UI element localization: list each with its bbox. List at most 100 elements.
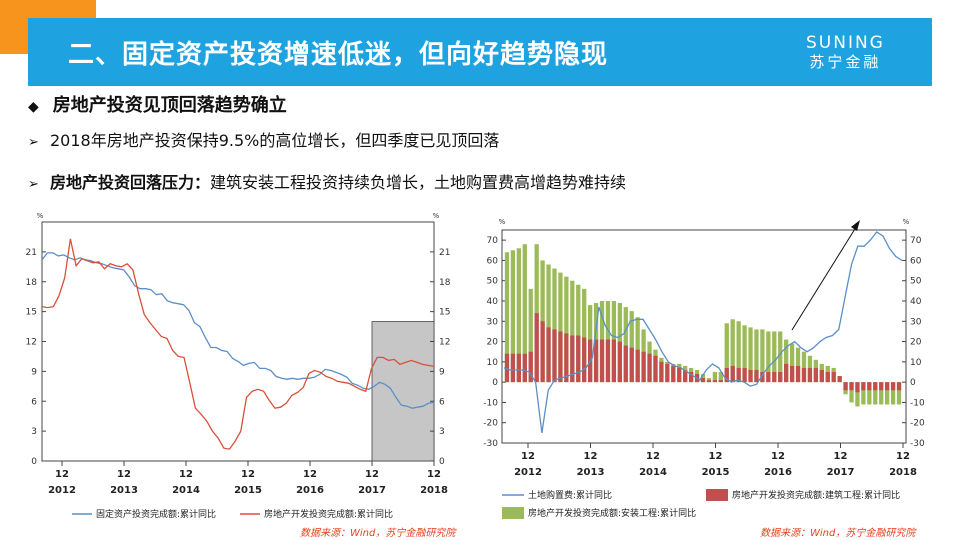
bar-green	[576, 284, 581, 383]
x-tick-month: 12	[584, 451, 598, 462]
bar-green	[849, 382, 854, 403]
logo-english: SUNING	[806, 33, 885, 53]
bar-green	[855, 382, 860, 407]
y-tick-label: 0	[910, 378, 916, 388]
bar-green	[879, 382, 884, 405]
bar-red	[683, 369, 688, 383]
y-tick-label: -20	[483, 419, 498, 429]
bar-green	[540, 260, 545, 383]
bar-green	[522, 244, 527, 383]
x-tick-month: 12	[427, 469, 441, 480]
y-tick-label: 60	[910, 256, 922, 266]
y-tick-label: 12	[26, 338, 37, 348]
arrow-bullet-icon: ➢	[28, 177, 39, 192]
y-tick-label: 3	[439, 427, 445, 437]
bar-green	[730, 319, 735, 383]
bar-red	[873, 382, 878, 391]
bar-green	[861, 382, 866, 405]
x-tick-year: 2016	[764, 467, 792, 478]
y-unit-label: %	[37, 212, 44, 220]
legend-label: 房地产开发投资完成额:安装工程:累计同比	[528, 507, 696, 519]
x-tick-year: 2015	[234, 485, 262, 496]
line-series-2	[41, 238, 435, 450]
y-tick-label: 30	[487, 317, 499, 327]
y-tick-label: 70	[487, 236, 499, 246]
bar-red	[748, 369, 753, 383]
bar-red	[724, 367, 729, 383]
page-title: 二、固定资产投资增速低迷，但向好趋势隐现	[68, 40, 609, 70]
bar-green	[885, 382, 890, 405]
bullet-1-text: 2018年房地产投资保持9.5%的高位增长，但四季度已见顶回落	[50, 131, 500, 150]
bar-red	[772, 372, 777, 383]
bar-red	[665, 363, 670, 383]
x-tick-year: 2014	[639, 467, 667, 478]
title-banner	[28, 18, 932, 86]
y-tick-label: 10	[910, 358, 922, 368]
x-tick-year: 2014	[172, 485, 200, 496]
bar-red	[784, 363, 789, 383]
bar-red	[510, 353, 516, 383]
bar-green	[754, 329, 759, 383]
bar-green	[772, 331, 777, 383]
x-tick-year: 2013	[110, 485, 138, 496]
bar-red	[843, 382, 848, 391]
bar-green	[718, 372, 723, 383]
bar-green	[778, 331, 783, 383]
x-tick-month: 12	[646, 451, 660, 462]
bar-red	[564, 333, 569, 383]
bar-green	[516, 248, 521, 383]
y-tick-label: 0	[492, 378, 498, 388]
y-tick-label: 20	[487, 338, 499, 348]
bar-red	[736, 367, 741, 383]
bar-green	[873, 382, 878, 405]
annotation-arrowhead	[851, 220, 860, 231]
x-tick-year: 2015	[702, 467, 730, 478]
bar-red	[807, 367, 813, 383]
legend-swatch	[706, 489, 728, 501]
bar-red	[599, 339, 605, 383]
bar-red	[552, 329, 557, 383]
bar-green	[623, 307, 628, 383]
plot-area	[41, 221, 435, 462]
bar-green	[801, 351, 807, 383]
y-tick-label: 60	[487, 256, 499, 266]
bar-red	[730, 365, 735, 383]
bar-green	[546, 264, 551, 383]
bar-red	[617, 341, 622, 383]
bar-red	[671, 365, 676, 383]
bar-red	[801, 367, 807, 383]
bullet-2-text: 建筑安装工程投资持续负增长，土地购置费高增趋势难持续	[210, 173, 627, 192]
x-tick-month: 12	[896, 451, 910, 462]
legend-swatch	[502, 507, 524, 519]
bar-red	[623, 345, 628, 383]
bar-red	[831, 372, 836, 383]
y-tick-label: 70	[910, 236, 922, 246]
bar-green	[789, 343, 795, 383]
source-note-right: 数据来源：Wind，苏宁金融研究院	[760, 528, 916, 539]
bar-green	[534, 244, 539, 383]
bar-red	[629, 347, 634, 383]
bar-red	[890, 382, 896, 391]
bar-green	[510, 250, 516, 383]
y-tick-label: 50	[910, 277, 922, 287]
bar-red	[534, 313, 539, 383]
bar-red	[570, 335, 575, 383]
x-tick-year: 2018	[420, 485, 448, 496]
bar-green	[564, 276, 569, 383]
y-tick-label: 20	[910, 338, 922, 348]
bar-red	[522, 353, 527, 383]
y-tick-label: -10	[910, 398, 925, 408]
x-tick-month: 12	[117, 469, 131, 480]
y-tick-label: 18	[439, 278, 451, 288]
bar-red	[754, 369, 759, 383]
y-tick-label: 3	[31, 427, 37, 437]
legend-label: 固定资产投资完成额:累计同比	[96, 508, 216, 520]
bar-red	[647, 353, 652, 383]
bullet-2: ➢ 房地产投资回落压力：建筑安装工程投资持续负增长，土地购置费高增趋势难持续	[28, 169, 626, 193]
bar-red	[635, 349, 640, 383]
bar-red	[605, 339, 611, 383]
bar-red	[855, 382, 860, 393]
bar-red	[576, 335, 581, 383]
y-tick-label: 30	[910, 317, 922, 327]
y-tick-label: 21	[26, 248, 37, 258]
